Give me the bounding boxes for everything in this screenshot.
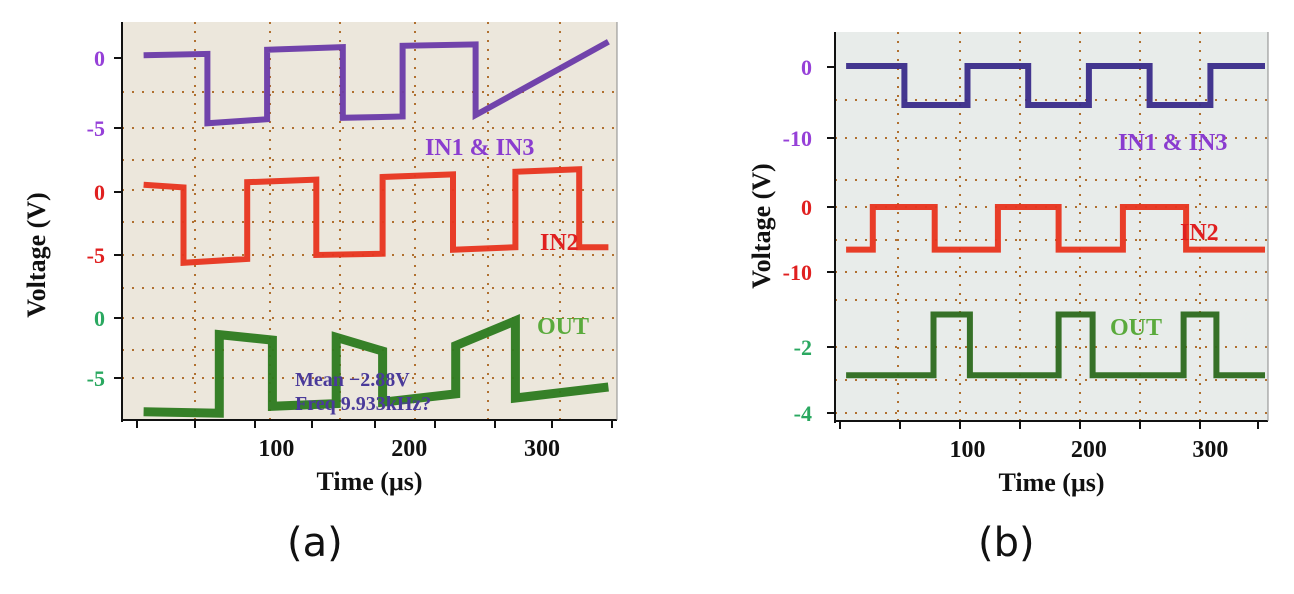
x-tick-label: 200 [391,436,427,462]
x-tick-label: 200 [1071,437,1107,463]
series-label-in1-in3: IN1 & IN3 [1118,130,1227,156]
series-line-in1-in3 [846,63,1265,108]
y-tick-label: 0 [801,55,812,80]
series-label-out: OUT [1110,315,1162,341]
series-line-out [846,311,1265,379]
series-line-in1-in3 [143,39,610,127]
x-tick-label: 300 [1192,437,1228,463]
x-axis-label: Time (μs) [317,467,423,496]
y-tick-label: 0 [94,306,105,331]
series-label-in2: IN2 [1180,220,1219,246]
scope-annotation: Freq 9.933kHz? [295,393,431,415]
series-label-in1-in3: IN1 & IN3 [425,135,534,161]
y-axis-label: Voltage (V) [22,192,51,317]
y-tick-label: -4 [794,401,812,426]
y-tick-label: -5 [87,116,105,141]
series-line-out [143,314,609,418]
y-tick-label: -10 [783,260,812,285]
panel-label-a: (a) [287,520,343,566]
x-tick-label: 100 [950,437,986,463]
y-tick-label: -2 [794,335,812,360]
chart-panel-b: 100 200 300 Time (μs) Voltage (V) 0 -10 IN1 & I… [747,32,1269,497]
series-label-in2: IN2 [540,230,579,256]
series-label-out: OUT [537,314,589,340]
y-tick-label: 0 [94,46,105,71]
scope-annotation: Mean −2.88V [295,369,410,391]
series-line-in2 [846,204,1265,253]
x-tick-label: 300 [524,436,560,462]
chart-panel-a: 100 200 300 Time (μs) Voltage (V) 0 -5 IN1 & IN… [22,22,618,496]
series-line-in2 [143,166,609,266]
y-axis-label: Voltage (V) [747,163,776,288]
y-tick-label: -10 [783,126,812,151]
x-tick-label: 100 [258,436,294,462]
y-tick-label: 0 [94,180,105,205]
panel-label-b: (b) [978,520,1035,566]
y-tick-label: 0 [801,195,812,220]
y-tick-label: -5 [87,366,105,391]
x-axis-label: Time (μs) [999,468,1105,497]
y-tick-label: -5 [87,243,105,268]
